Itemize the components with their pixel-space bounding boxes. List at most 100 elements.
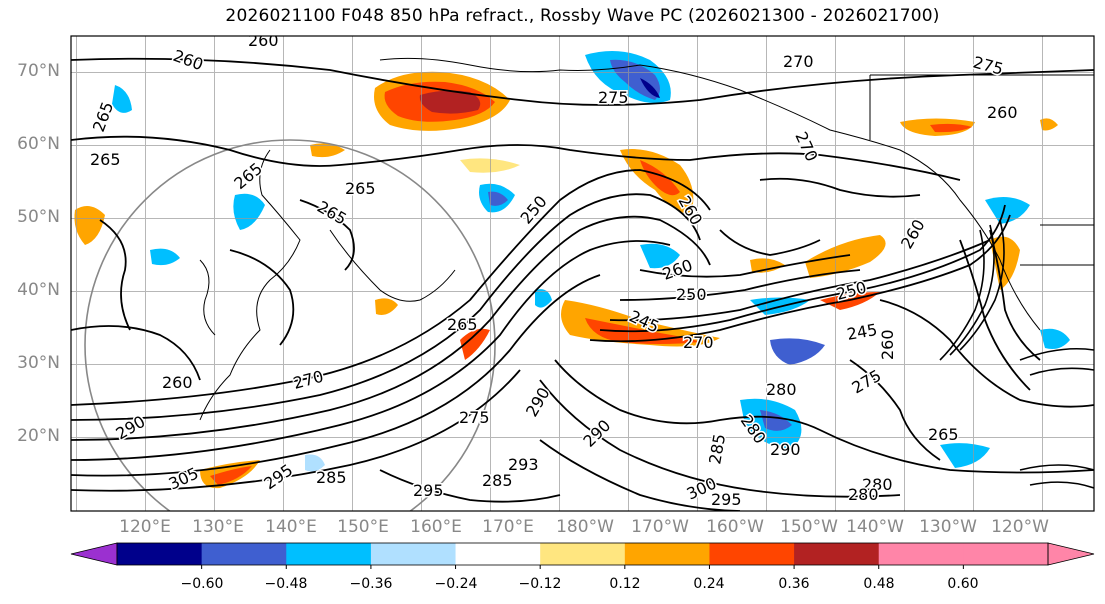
colorbar-segment	[455, 543, 541, 565]
coastlines	[199, 57, 1094, 421]
contour-label-halo: 280	[848, 485, 879, 504]
contour-lines	[71, 57, 1094, 511]
contour-label: 293	[508, 455, 539, 474]
lon-label-140w: 140°W	[846, 517, 904, 537]
contour-label: 285	[482, 471, 513, 490]
lon-label-170e: 170°E	[482, 517, 534, 537]
colorbar-segment	[794, 543, 880, 565]
colorbar-ticks	[201, 565, 964, 569]
contour-label: 265	[345, 179, 376, 198]
lon-label-160w: 160°W	[706, 517, 764, 537]
contour-label: 280	[862, 475, 893, 494]
contour-label-halo: 275	[598, 88, 629, 107]
lat-label-50n: 50°N	[17, 207, 60, 227]
colorbar-high-extension	[1047, 542, 1095, 566]
colorbar-low-extension	[70, 542, 118, 566]
contour-label: 275	[459, 408, 490, 427]
contour-label-halo: 295	[413, 481, 444, 500]
contour-label-halo: 293	[508, 455, 539, 474]
colorbar-tick-label: 0.36	[778, 576, 810, 592]
contour-label: 280	[766, 380, 797, 399]
contour-label-halo: 290	[770, 440, 801, 459]
contour-label: 260	[987, 103, 1018, 122]
contour-label-halo: 295	[711, 490, 742, 509]
lon-label-140e: 140°E	[265, 517, 317, 537]
contour-label-halo: 275	[459, 408, 490, 427]
colorbar-segment	[878, 543, 964, 565]
contour-label: 250	[676, 285, 707, 304]
lon-label-170w: 170°W	[631, 517, 689, 537]
contour-label: 285	[316, 468, 347, 487]
contour-label-halo: 260	[878, 329, 897, 360]
contour-label: 280	[848, 485, 879, 504]
contour-label-halo: 260	[162, 373, 193, 392]
contour-label: 295	[711, 490, 742, 509]
contour-label-halo: 265	[90, 150, 121, 169]
colorbar-segment	[540, 543, 626, 565]
lat-label-60n: 60°N	[17, 134, 60, 154]
lon-label-120e: 120°E	[119, 517, 171, 537]
colorbar-tick-label: −0.24	[434, 576, 478, 592]
colorbar-frame	[116, 542, 1049, 566]
contour-label-halo: 260	[987, 103, 1018, 122]
negative-anomaly-patches	[112, 51, 1070, 472]
jet-contours	[939, 219, 1094, 489]
colorbar-segment	[370, 543, 457, 565]
contour-label-halo: 265	[345, 179, 376, 198]
contour-label: 295	[413, 481, 444, 500]
contour-label: 290	[770, 440, 801, 459]
colorbar-segment	[624, 543, 710, 565]
contour-label-halo: 280	[766, 380, 797, 399]
contour-label: 265	[447, 315, 478, 334]
colorbar	[70, 542, 1095, 569]
contour-label: 270	[783, 52, 814, 71]
colorbar-segment	[286, 543, 372, 565]
colorbar-segment	[201, 543, 287, 565]
colorbar-tick-label: 0.24	[693, 576, 725, 592]
colorbar-tick-label: −0.48	[264, 576, 308, 592]
contour-label: 265	[928, 425, 959, 444]
map-frame	[70, 35, 1095, 512]
colorbar-segment	[117, 543, 203, 565]
contour-label: 275	[598, 88, 629, 107]
colorbar-tick-label: 0.12	[609, 576, 641, 592]
lat-label-70n: 70°N	[17, 61, 60, 81]
contour-label: 270	[683, 333, 714, 352]
contour-label-halo: 270	[683, 333, 714, 352]
lon-label-130w: 130°W	[919, 517, 977, 537]
reference-circle	[84, 139, 496, 511]
contour-label-halo: 260	[248, 31, 279, 50]
map-title: 2026021100 F048 850 hPa refract., Rossby…	[225, 6, 940, 26]
colorbar-tick-label: −0.12	[518, 576, 562, 592]
colorbar-segments	[117, 543, 1049, 565]
colorbar-tick-label: 0.48	[863, 576, 895, 592]
contour-label-halo: 280	[862, 475, 893, 494]
colorbar-tick-label: −0.60	[180, 576, 224, 592]
lon-label-150w: 150°W	[780, 517, 838, 537]
contour-label: 265	[90, 150, 121, 169]
lon-label-160e: 160°E	[410, 517, 462, 537]
lon-label-120w: 120°W	[991, 517, 1049, 537]
gridlines	[71, 36, 1094, 511]
contour-label-halo: 285	[316, 468, 347, 487]
contour-label-halo: 265	[447, 315, 478, 334]
lat-label-20n: 20°N	[17, 426, 60, 446]
lat-label-40n: 40°N	[17, 280, 60, 300]
colorbar-segment	[963, 543, 1049, 565]
lon-label-180w: 180°W	[556, 517, 614, 537]
contour-label: 260	[878, 329, 897, 360]
colorbar-segment	[709, 543, 795, 565]
contour-label-halo: 265	[928, 425, 959, 444]
contour-label-halo: 285	[482, 471, 513, 490]
lon-label-150e: 150°E	[337, 517, 389, 537]
lon-label-130e: 130°E	[192, 517, 244, 537]
contour-label-halo: 250	[676, 285, 707, 304]
contour-label: 260	[248, 31, 279, 50]
contour-label: 260	[162, 373, 193, 392]
colorbar-tick-label: 0.60	[947, 576, 979, 592]
lat-label-30n: 30°N	[17, 353, 60, 373]
contour-label-halo: 270	[783, 52, 814, 71]
colorbar-tick-label: −0.36	[349, 576, 393, 592]
